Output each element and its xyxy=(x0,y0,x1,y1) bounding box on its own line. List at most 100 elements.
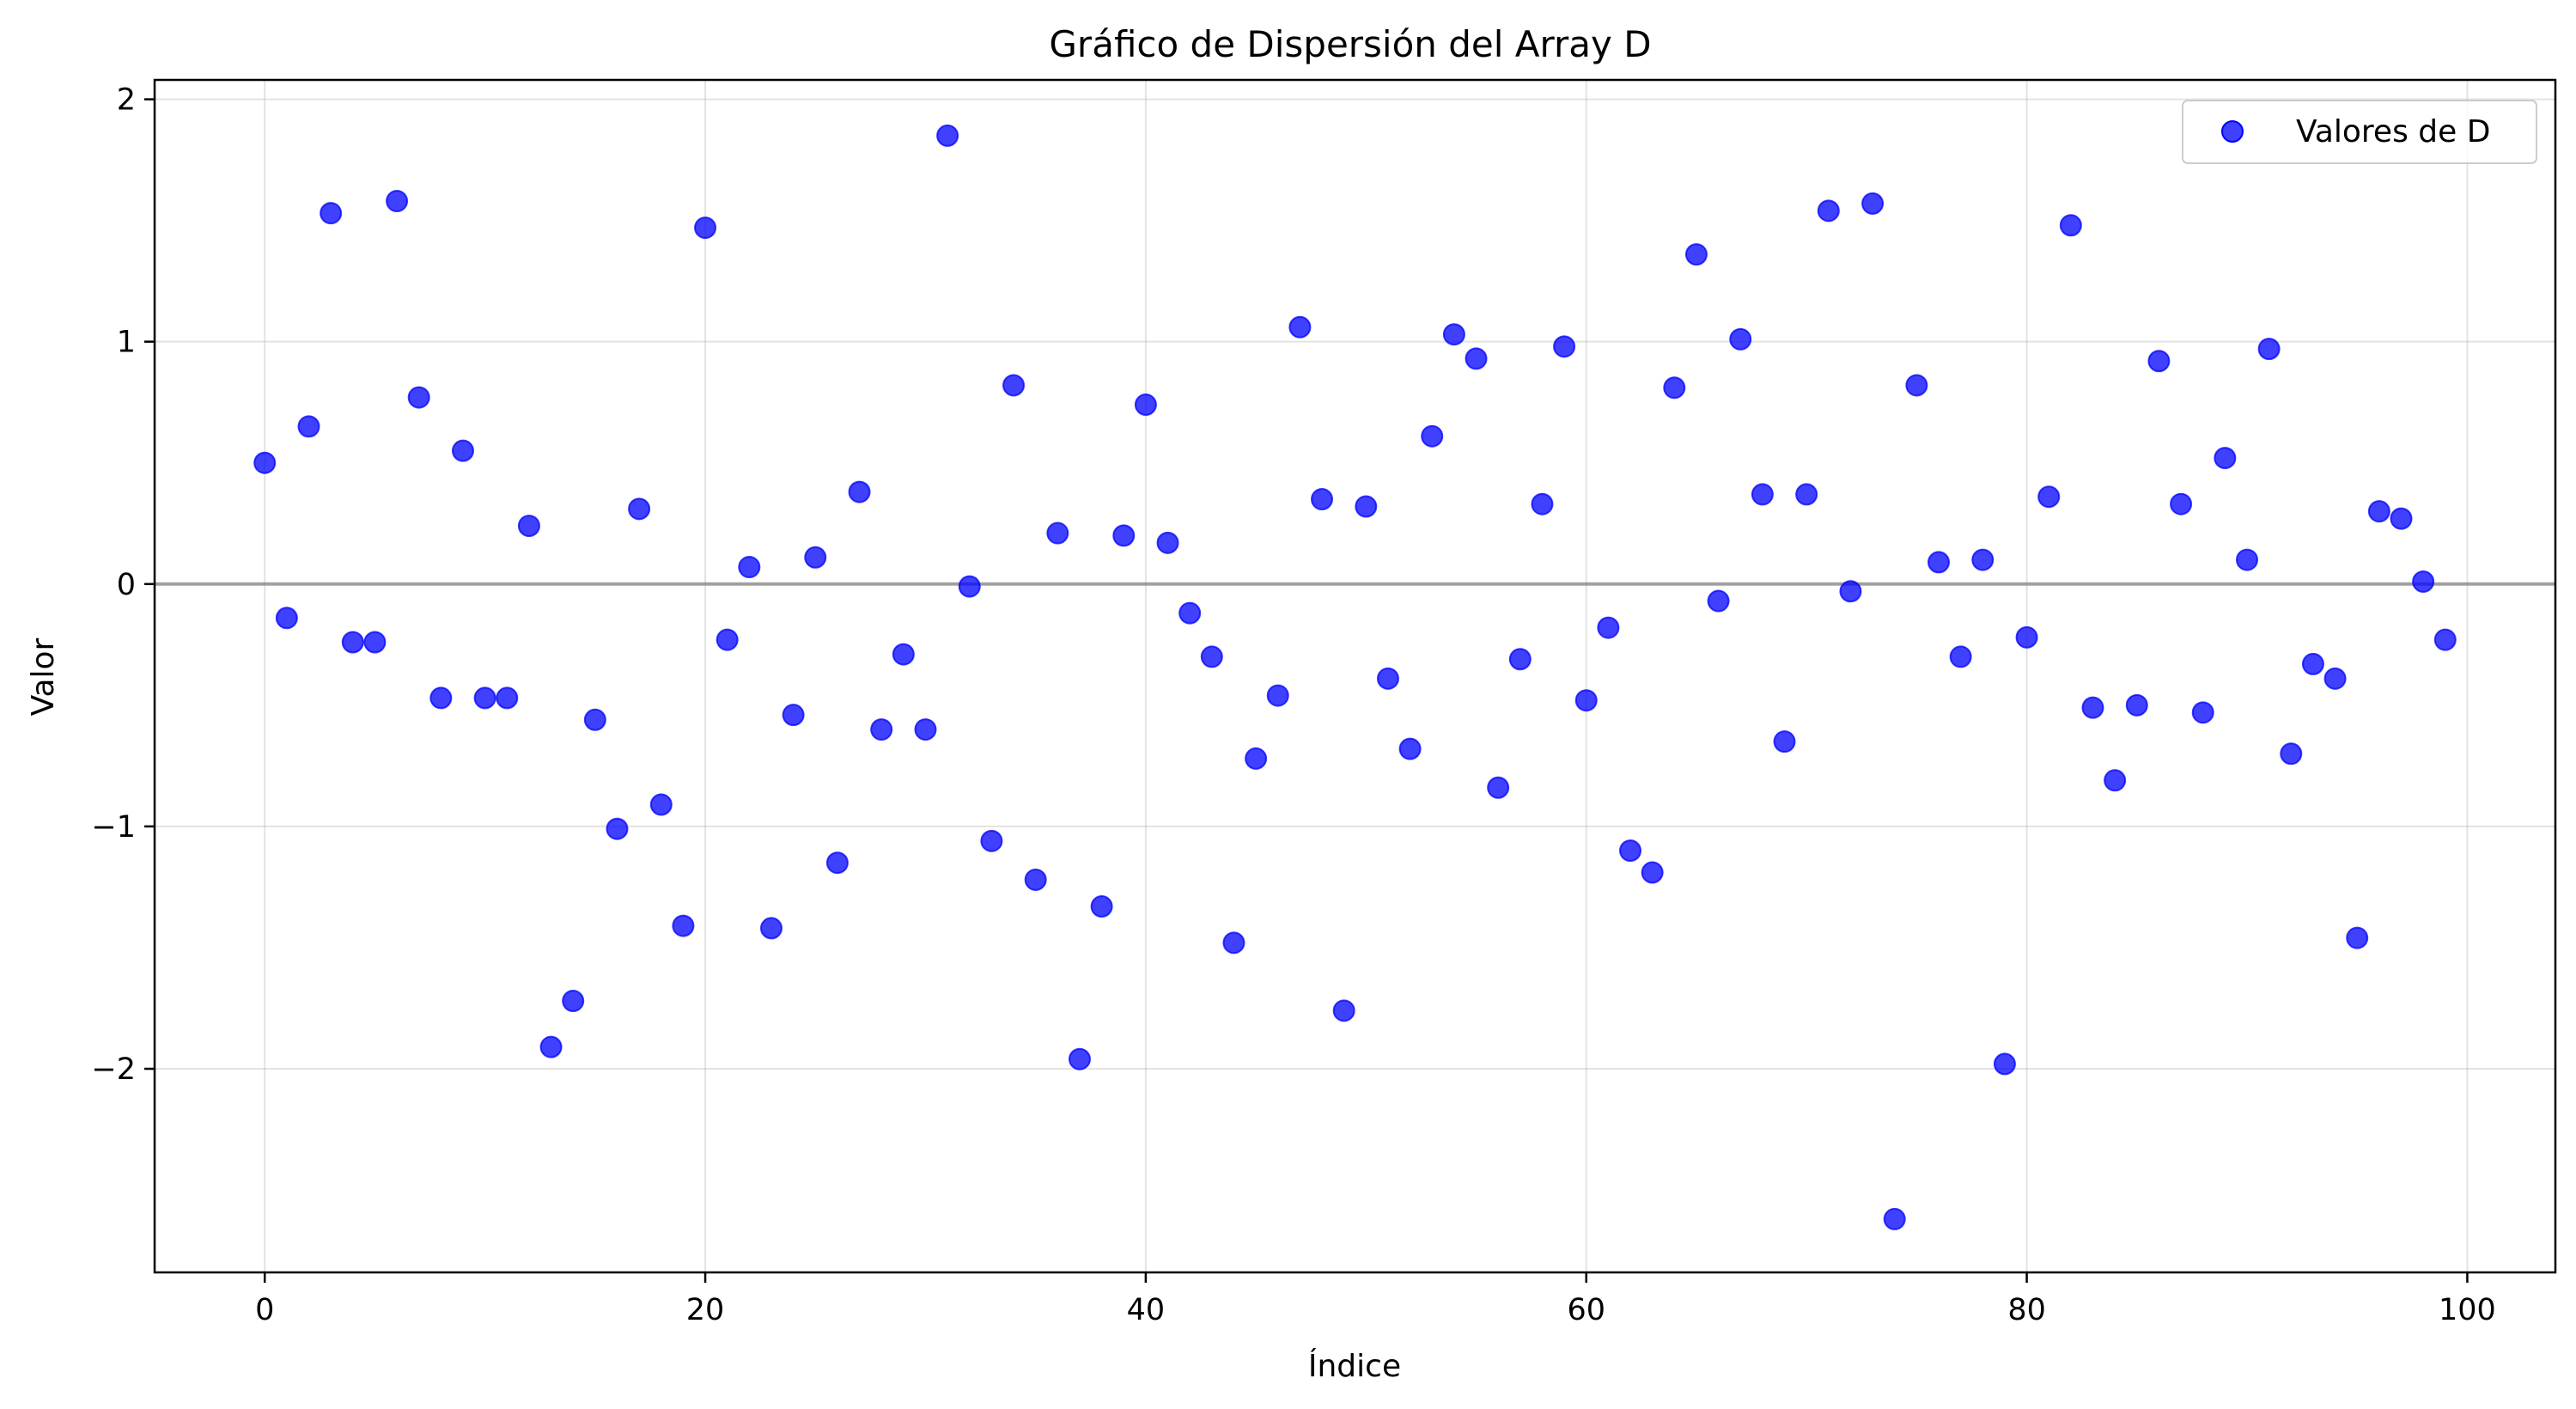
x-tick-label: 40 xyxy=(1127,1293,1166,1327)
data-point xyxy=(583,708,606,731)
data-point xyxy=(1861,192,1885,215)
data-point xyxy=(1112,524,1136,547)
data-point xyxy=(1663,376,1686,400)
data-point xyxy=(1046,522,1069,545)
data-point xyxy=(848,480,871,503)
data-point xyxy=(1398,737,1422,760)
data-point xyxy=(1795,483,1818,506)
y-tick-label: −1 xyxy=(91,810,136,845)
data-point xyxy=(606,817,629,840)
data-point xyxy=(2236,548,2259,571)
data-point xyxy=(275,607,298,630)
data-point xyxy=(2390,507,2413,530)
data-point xyxy=(386,190,409,213)
data-point xyxy=(716,628,739,651)
data-point xyxy=(694,217,717,240)
data-point xyxy=(782,704,805,727)
data-point xyxy=(1817,199,1840,223)
data-point xyxy=(2323,667,2347,690)
data-point xyxy=(1421,424,1444,448)
data-point xyxy=(429,686,453,710)
data-point xyxy=(2280,742,2303,765)
y-tick-label: 0 xyxy=(117,568,136,602)
data-point xyxy=(804,546,827,569)
data-point xyxy=(892,643,915,666)
data-point xyxy=(2214,447,2237,470)
data-point xyxy=(914,718,937,741)
data-point xyxy=(2059,214,2082,237)
data-point xyxy=(1684,243,1708,266)
data-point xyxy=(2367,500,2390,523)
data-point xyxy=(1222,931,1245,955)
data-point xyxy=(341,631,364,654)
data-point xyxy=(2346,926,2369,949)
data-point xyxy=(1068,1047,1091,1070)
data-point xyxy=(1332,999,1355,1022)
data-point xyxy=(738,556,761,579)
data-point xyxy=(1619,839,1642,863)
x-axis-label: Índice xyxy=(1308,1348,1401,1384)
data-point xyxy=(1971,548,1994,571)
data-point xyxy=(1553,335,1576,358)
y-tick-label: −2 xyxy=(91,1052,136,1087)
data-point xyxy=(1905,374,1928,397)
data-point xyxy=(253,451,277,474)
data-point xyxy=(1245,747,1268,770)
data-point xyxy=(1641,861,1664,884)
data-point xyxy=(451,439,474,462)
data-point xyxy=(1993,1052,2016,1076)
y-axis: −2 −1 0 1 2 xyxy=(91,83,155,1087)
data-point xyxy=(2147,350,2171,373)
data-point xyxy=(1024,868,1047,891)
y-tick-label: 1 xyxy=(117,326,136,360)
x-tick-label: 60 xyxy=(1567,1293,1605,1327)
data-point xyxy=(517,515,540,538)
data-point xyxy=(1002,374,1026,397)
data-point xyxy=(672,914,695,937)
data-point xyxy=(1090,895,1113,918)
points-layer xyxy=(253,124,2457,1230)
data-point xyxy=(363,631,387,654)
data-point xyxy=(1178,601,1202,625)
data-point xyxy=(2037,485,2061,509)
data-point xyxy=(2301,652,2324,675)
data-point xyxy=(825,851,849,875)
data-point xyxy=(1442,323,1465,346)
data-point xyxy=(870,718,893,741)
data-point xyxy=(1156,531,1179,554)
data-point xyxy=(407,386,430,409)
data-point xyxy=(539,1035,563,1058)
data-point xyxy=(2104,769,2127,792)
x-axis: 0 20 40 60 80 100 xyxy=(255,1272,2496,1327)
legend-label: Valores de D xyxy=(2296,114,2490,149)
data-point xyxy=(1839,580,1862,603)
data-point xyxy=(2412,570,2435,593)
data-point xyxy=(2015,625,2038,649)
plot-frame xyxy=(153,78,2557,1274)
y-tick-label: 2 xyxy=(117,83,136,118)
data-point xyxy=(1927,551,1951,574)
data-point xyxy=(562,990,585,1013)
legend-box xyxy=(2182,100,2537,164)
data-point xyxy=(2081,696,2104,719)
grid-layer xyxy=(155,80,2555,1272)
data-point xyxy=(1773,730,1796,753)
data-point xyxy=(1355,495,1378,518)
data-point xyxy=(936,124,959,147)
data-point xyxy=(1311,488,1334,511)
data-point xyxy=(320,202,343,225)
data-point xyxy=(1597,616,1620,639)
chart-title: Gráfico de Dispersión del Array D xyxy=(1049,23,1651,65)
data-point xyxy=(2433,628,2457,651)
data-point xyxy=(2257,338,2281,361)
data-point xyxy=(1751,483,1774,506)
data-point xyxy=(1266,684,1289,707)
data-point xyxy=(1531,492,1554,515)
data-point xyxy=(1465,347,1488,370)
data-point xyxy=(759,917,783,940)
data-point xyxy=(2125,693,2148,717)
data-point xyxy=(1134,393,1157,417)
data-point xyxy=(1508,648,1532,671)
legend-marker xyxy=(2221,120,2244,143)
